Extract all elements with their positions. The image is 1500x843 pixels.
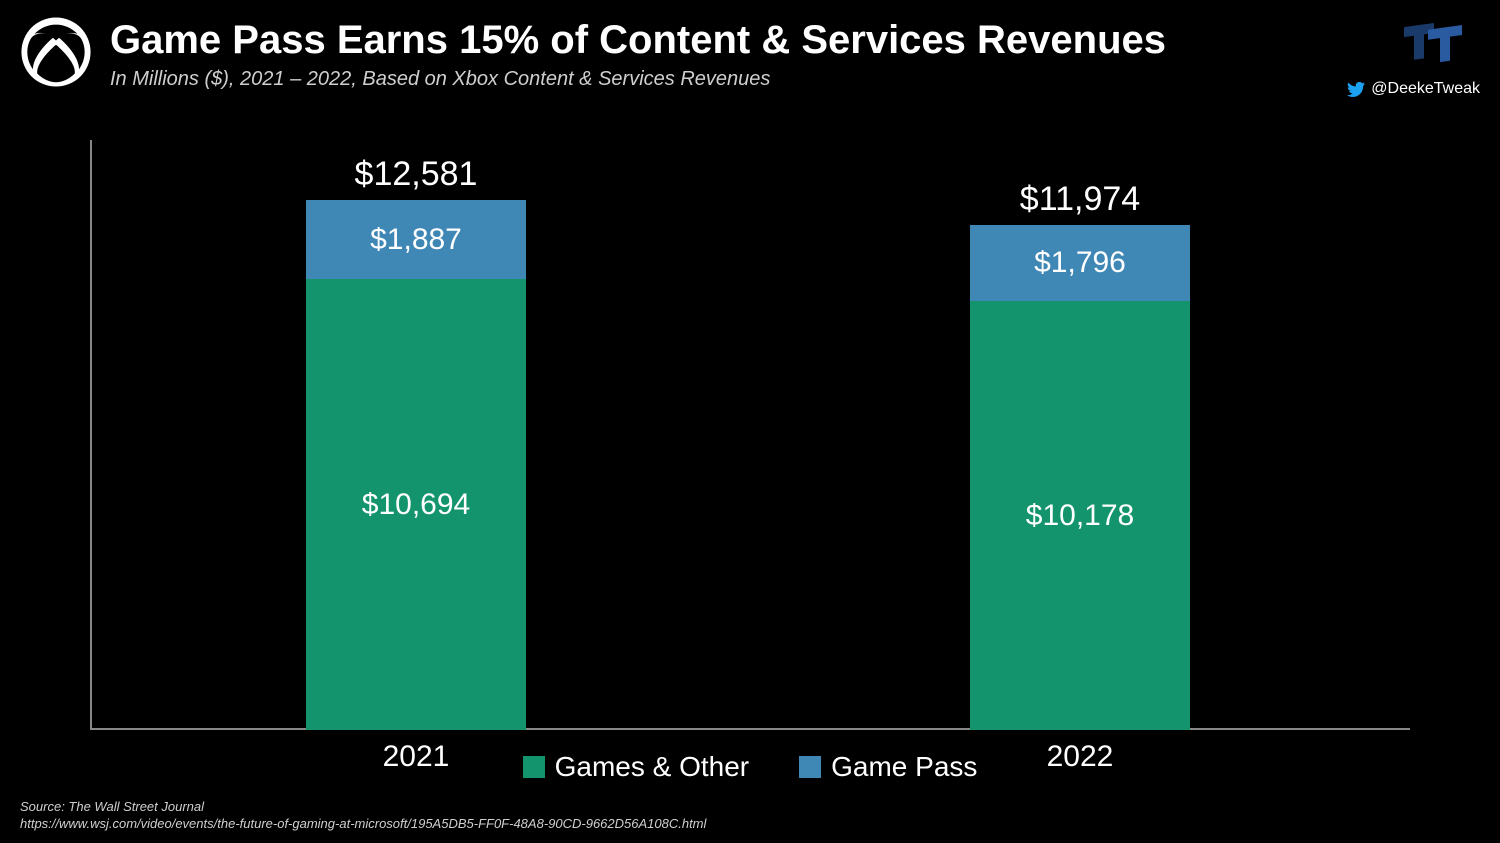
header: Game Pass Earns 15% of Content & Service…: [20, 16, 1166, 91]
bar-segment: $10,178: [970, 301, 1190, 730]
source-label: Source: The Wall Street Journal: [20, 798, 706, 816]
attribution: @DeekeTweak: [1347, 14, 1480, 98]
x-axis: [90, 728, 1410, 730]
footer-source: Source: The Wall Street Journal https://…: [20, 798, 706, 833]
segment-value-label: $10,178: [1026, 499, 1134, 533]
legend-label: Games & Other: [555, 751, 750, 783]
segment-value-label: $1,887: [370, 223, 462, 257]
bar-segment: $1,887: [306, 200, 526, 280]
legend-item-games-other: Games & Other: [523, 751, 750, 783]
segment-value-label: $10,694: [362, 488, 470, 522]
tweaktown-logo-icon: [1398, 14, 1480, 76]
twitter-icon: [1347, 82, 1365, 97]
y-axis: [90, 140, 92, 730]
stacked-bar-chart: $10,694$1,887$12,5812021$10,178$1,796$11…: [90, 140, 1410, 730]
legend-item-game-pass: Game Pass: [799, 751, 977, 783]
bar-total-label: $11,974: [970, 180, 1190, 219]
handle-text: @DeekeTweak: [1371, 80, 1480, 98]
xbox-logo-icon: [20, 16, 92, 88]
title-block: Game Pass Earns 15% of Content & Service…: [110, 16, 1166, 91]
legend-swatch: [799, 756, 821, 778]
legend-swatch: [523, 756, 545, 778]
source-url: https://www.wsj.com/video/events/the-fut…: [20, 815, 706, 833]
bar-total-label: $12,581: [306, 155, 526, 194]
page-title: Game Pass Earns 15% of Content & Service…: [110, 18, 1166, 62]
legend-label: Game Pass: [831, 751, 977, 783]
bar-segment: $10,694: [306, 279, 526, 730]
page-subtitle: In Millions ($), 2021 – 2022, Based on X…: [110, 68, 1166, 91]
segment-value-label: $1,796: [1034, 246, 1126, 280]
legend: Games & Other Game Pass: [0, 751, 1500, 783]
twitter-handle: @DeekeTweak: [1347, 80, 1480, 98]
bar-segment: $1,796: [970, 225, 1190, 301]
